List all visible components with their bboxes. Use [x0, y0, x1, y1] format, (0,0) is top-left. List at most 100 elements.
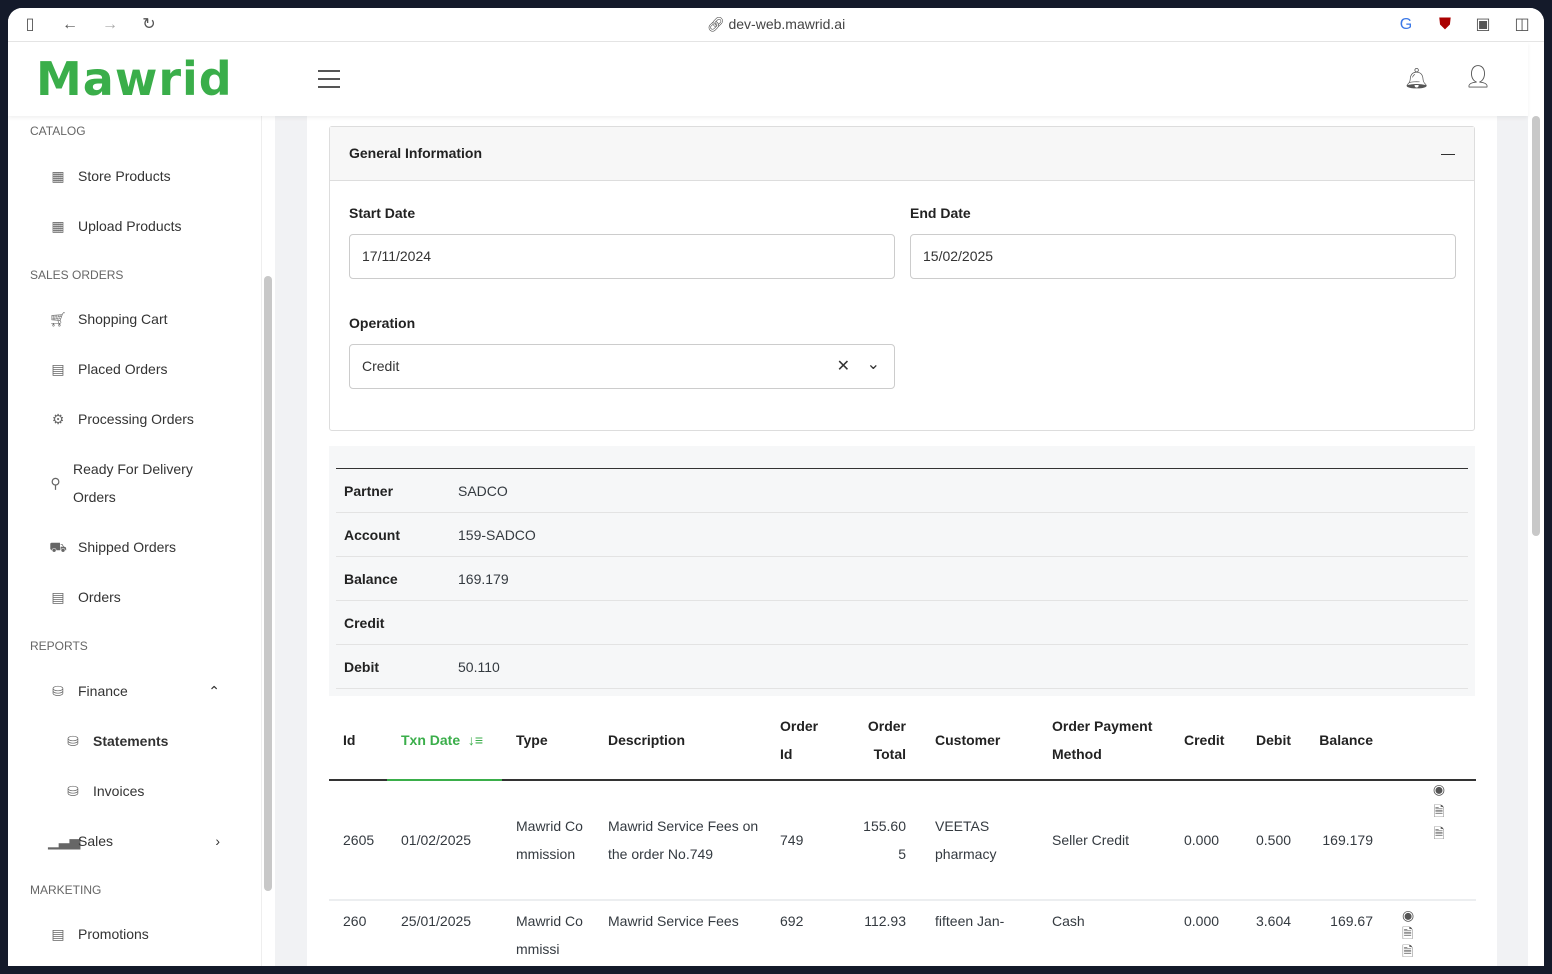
sidebar-item-shopping-cart[interactable]: 🛒︎ Shopping Cart [48, 305, 167, 333]
coins-icon: ⛁ [52, 683, 64, 699]
general-information-panel: General Information — Start Date 17/11/20… [329, 126, 1475, 431]
translate-icon[interactable]: G [1399, 16, 1413, 33]
section-marketing: MARKETING [30, 883, 102, 897]
sidebar-scrollbar[interactable] [264, 276, 272, 891]
start-date-label: Start Date [349, 205, 416, 221]
browser-toolbar: ▯ ← → ↻ 🔗︎ dev-web.mawrid.ai G ⛊ ▣ ◫ [8, 8, 1544, 42]
sidebar-item-processing-orders[interactable]: ⚙ Processing Orders [48, 405, 194, 433]
col-type[interactable]: Type [516, 732, 548, 748]
back-icon[interactable]: ← [62, 16, 78, 33]
sidebar-item-invoices[interactable]: ⛁ Invoices [63, 777, 144, 805]
sidebar-item-statements[interactable]: ⛁ Statements [63, 727, 168, 755]
sidebar-item-shipped-orders[interactable]: ⛟ Shipped Orders [48, 533, 176, 561]
start-date-input[interactable]: 17/11/2024 [349, 234, 895, 279]
sidebar-item-upload-products[interactable]: ▦ Upload Products [48, 212, 181, 240]
end-date-input[interactable]: 15/02/2025 [910, 234, 1456, 279]
row-actions: ◉ 🗎︎ 🗎︎ [1388, 781, 1476, 899]
chevron-down-icon[interactable]: ⌄ [866, 356, 880, 373]
col-txn-date[interactable]: Txn Date ↓≡ [387, 701, 502, 781]
address-bar[interactable]: 🔗︎ dev-web.mawrid.ai [706, 16, 846, 32]
logo[interactable]: Mawrid [36, 52, 233, 106]
operation-select[interactable]: Credit ✕ ⌄ [349, 344, 895, 389]
sidebar-item-finance[interactable]: ⛁ Finance ⌃ [48, 677, 220, 705]
upload-icon: ▦ [51, 218, 65, 234]
table-cell: 0.000 [1184, 913, 1220, 929]
link-icon: 🔗︎ [706, 16, 729, 32]
section-catalog: CATALOG [30, 124, 86, 138]
coins-icon: ⛁ [67, 733, 79, 749]
clipboard-icon: ▤ [51, 361, 65, 377]
table-cell: Mawrid Commission [516, 818, 583, 862]
sidebar-toggle-icon[interactable]: ▯ [25, 16, 35, 33]
gear-icon: ⚙ [51, 411, 65, 427]
table-cell: 169.67 [1330, 913, 1373, 929]
bar-chart-icon: ▁▃▅ [48, 833, 81, 849]
pdf-icon[interactable]: 🗎︎ [1433, 803, 1445, 819]
pdf-icon[interactable]: 🗎︎ [1402, 925, 1414, 941]
sort-desc-icon: ↓≡ [467, 732, 484, 748]
split-view-icon[interactable]: ◫ [1514, 16, 1530, 33]
app-header: Mawrid 🔔︎ 👤︎ [8, 42, 1528, 116]
col-id[interactable]: Id [343, 732, 356, 748]
col-debit[interactable]: Debit [1256, 732, 1291, 748]
promotion-icon: ▤ [51, 926, 65, 942]
forward-icon[interactable]: → [102, 16, 118, 33]
view-icon[interactable]: ◉ [1402, 907, 1415, 923]
sidebar-item-store-products[interactable]: ▦ Store Products [48, 162, 170, 190]
sidebar-item-ready-for-delivery[interactable]: ⚲ Ready For Delivery Orders [48, 455, 198, 511]
reload-icon[interactable]: ↻ [142, 16, 156, 33]
sidebar-item-sales[interactable]: ▁▃▅ Sales › [48, 827, 220, 855]
chevron-right-icon: › [215, 833, 220, 849]
table-cell: 01/02/2025 [401, 832, 472, 848]
panel-header[interactable]: General Information — [330, 127, 1474, 181]
menu-icon[interactable] [318, 70, 340, 94]
summary-row: Partner SADCO [336, 469, 1468, 513]
table-cell: 2605 [343, 832, 375, 848]
col-customer[interactable]: Customer [935, 732, 1001, 748]
table-cell: fifteen Jan- [935, 913, 1005, 929]
excel-icon[interactable]: 🗎︎ [1433, 825, 1445, 841]
ublock-icon[interactable]: ⛊ [1438, 16, 1451, 33]
table-cell: 0.000 [1184, 832, 1220, 848]
location-icon: ⚲ [50, 475, 61, 491]
table-cell: 3.604 [1256, 913, 1292, 929]
table-cell: 25/01/2025 [401, 913, 472, 929]
table-cell: 169.179 [1322, 832, 1373, 848]
sidebar-item-promotions[interactable]: ▤ Promotions [48, 920, 148, 948]
table-cell: 112.93 [864, 913, 906, 929]
clear-icon[interactable]: ✕ [836, 358, 850, 375]
table-header: Id Txn Date ↓≡ Type Description Order Id… [329, 701, 1476, 781]
operation-label: Operation [349, 315, 416, 331]
table-row: 260 25/01/2025 Mawrid Commissi Mawrid Servi… [329, 901, 1476, 966]
table-cell: VEETAS pharmacy [935, 818, 997, 862]
col-description[interactable]: Description [608, 732, 686, 748]
summary-row: Balance 169.179 [336, 557, 1468, 601]
store-icon: ▦ [51, 168, 65, 184]
row-actions: ◉ 🗎︎ 🗎︎ [1388, 901, 1476, 966]
sidebar-item-orders[interactable]: ▤ Orders [48, 583, 120, 611]
table-cell: Seller Credit [1052, 832, 1130, 848]
page-scrollbar[interactable] [1532, 116, 1540, 536]
browser-window: ▯ ← → ↻ 🔗︎ dev-web.mawrid.ai G ⛊ ▣ ◫ Maw… [8, 8, 1544, 966]
col-order-id[interactable]: Order Id [780, 718, 819, 762]
table-cell: Mawrid Service Fees on the order No.749 [608, 818, 759, 862]
table-cell: 692 [780, 913, 804, 929]
bell-icon[interactable]: 🔔︎ [1404, 68, 1430, 90]
end-date-label: End Date [910, 205, 971, 221]
table-cell: 0.500 [1256, 832, 1292, 848]
excel-icon[interactable]: 🗎︎ [1402, 943, 1414, 959]
main-content: General Information — Start Date 17/11/20… [275, 116, 1528, 966]
summary-row: Credit [336, 601, 1468, 645]
statement-card: General Information — Start Date 17/11/20… [307, 116, 1497, 966]
view-icon[interactable]: ◉ [1432, 781, 1446, 797]
sidebar-item-placed-orders[interactable]: ▤ Placed Orders [48, 355, 167, 383]
orders-icon: ▤ [51, 589, 65, 605]
col-balance[interactable]: Balance [1319, 732, 1373, 748]
col-credit[interactable]: Credit [1184, 732, 1225, 748]
section-reports: REPORTS [30, 639, 88, 653]
col-order-total[interactable]: Order Total [867, 718, 906, 762]
extension-icon[interactable]: ▣ [1475, 16, 1491, 33]
collapse-icon[interactable]: — [1441, 145, 1455, 161]
col-payment-method[interactable]: Order Payment Method [1052, 718, 1153, 762]
user-icon[interactable]: 👤︎ [1464, 64, 1492, 89]
